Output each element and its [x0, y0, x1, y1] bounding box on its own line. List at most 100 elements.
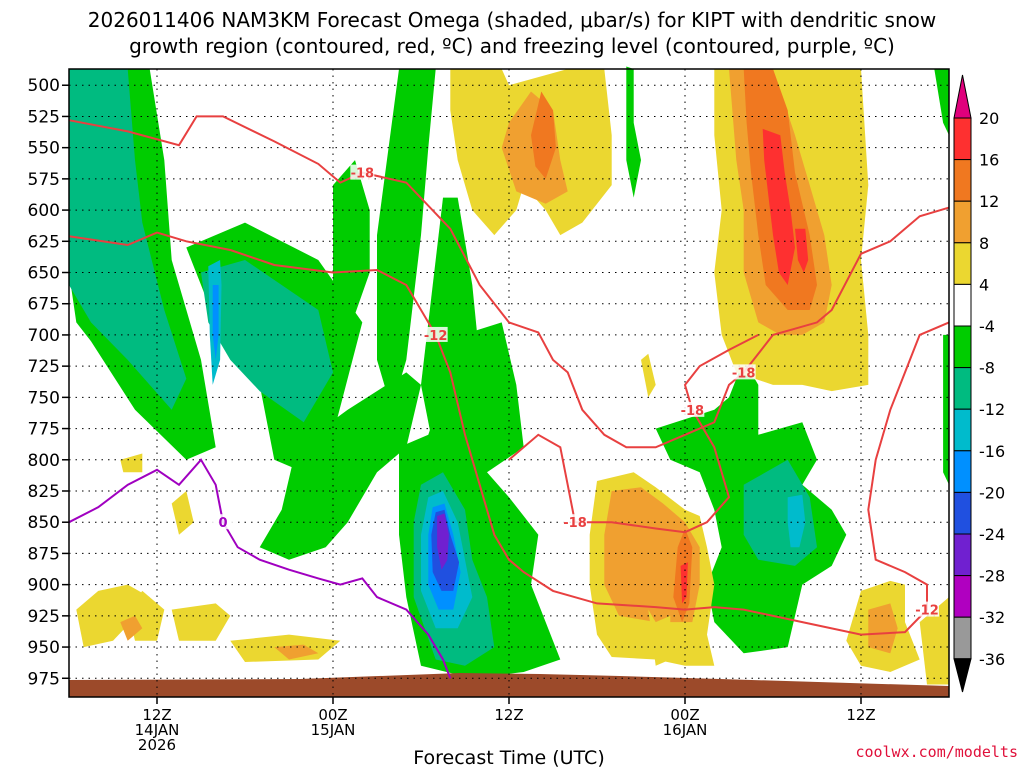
temp-contour-label-1a-bg [423, 326, 448, 342]
y-tick-label-5: 625 [28, 232, 60, 252]
y-tick-label-18: 950 [28, 638, 60, 658]
x-tick-label-0-0: 12Z [142, 706, 171, 724]
y-tick-label-13: 825 [28, 482, 60, 502]
colorbar-swatch-8 [953, 450, 972, 493]
temp-contour-2 [508, 334, 759, 534]
grid-layer [69, 69, 949, 697]
colorbar-label-7: -12 [979, 400, 1005, 419]
omega-shading-layer [69, 66, 949, 685]
colorbar-swatch-2 [953, 200, 972, 244]
colorbar-label-10: -24 [979, 525, 1005, 544]
colorbar-swatch-5 [953, 325, 972, 369]
omega-region-3 [201, 260, 333, 423]
y-tick-label-10: 750 [28, 388, 60, 408]
temp-contour-label-2a: -18 [563, 516, 587, 531]
colorbar-swatch-4 [953, 283, 972, 327]
colorbar-label-0: 20 [979, 109, 999, 128]
y-tick-label-3: 575 [28, 170, 60, 190]
temp-contour-label-2a-bg [563, 514, 587, 530]
omega-region-41 [274, 644, 319, 660]
omega-region-24 [531, 91, 556, 179]
omega-region-5 [212, 285, 219, 360]
colorbar-label-5: -4 [979, 317, 995, 336]
x-tick-label-3-1: 16JAN [663, 721, 708, 739]
temp-contour-label-0a: -18 [351, 167, 375, 182]
colorbar-label-11: -28 [979, 567, 1005, 586]
y-tick-label-8: 700 [28, 326, 60, 346]
omega-region-19 [787, 494, 806, 548]
colorbar-label-8: -16 [979, 442, 1005, 461]
y-tick-label-17: 925 [28, 607, 60, 627]
colorbar-top-arrow [953, 74, 972, 119]
ground-surface [69, 673, 949, 697]
y-tick-label-11: 775 [28, 420, 60, 440]
colorbar-label-13: -36 [979, 650, 1005, 669]
omega-region-43 [120, 453, 143, 473]
temp-contour-label-2b: -18 [681, 404, 705, 419]
colorbar-swatch-11 [953, 575, 972, 618]
omega-region-36 [76, 584, 150, 648]
omega-region-42 [171, 491, 194, 535]
temp-contour-0 [68, 115, 950, 449]
terrain-layer [69, 673, 949, 697]
omega-region-45 [641, 353, 656, 398]
y-tick-label-6: 650 [28, 264, 60, 284]
temp-contour-label-1b: -12 [915, 604, 939, 619]
colorbar-label-6: -8 [979, 359, 995, 378]
omega-region-21 [943, 334, 949, 485]
x-tick-label-0-1: 14JAN [135, 721, 180, 739]
temperature-contours: -18 -18 -12 -12 -18 -18 [68, 115, 950, 636]
x-tick-label-3-0: 00Z [670, 706, 699, 724]
y-tick-label-9: 725 [28, 357, 60, 377]
omega-region-38 [120, 615, 143, 641]
y-axis: 500 525 550 575 600 625 650 675 700 725 750 775 800 8… [28, 76, 69, 689]
y-tick-label-14: 850 [28, 513, 60, 533]
y-tick-label-7: 675 [28, 295, 60, 315]
temp-contour-label-1b-bg [915, 601, 939, 617]
omega-region-15 [437, 513, 449, 570]
y-tick-label-0: 500 [28, 76, 60, 96]
colorbar-swatch-3 [953, 242, 972, 285]
colorbar-swatch-7 [953, 408, 972, 452]
colorbar-swatch-0 [953, 117, 972, 161]
temp-contour-1 [68, 231, 950, 636]
colorbar-swatch-9 [953, 491, 972, 535]
x-tick-label-2-0: 12Z [494, 706, 523, 724]
omega-region-8 [377, 69, 436, 410]
freezing-level-label: 0 [218, 516, 227, 531]
omega-region-20 [934, 69, 949, 136]
x-tick-label-1-0: 00Z [318, 706, 347, 724]
freezing-level-contour: 0 [68, 458, 452, 679]
temp-contour-label-0b: -18 [732, 366, 756, 381]
colorbar-bottom-arrow [953, 658, 972, 693]
colorbar-swatch-12 [953, 616, 972, 660]
omega-region-1 [69, 69, 187, 410]
colorbar-label-9: -20 [979, 483, 1005, 502]
temp-contour-label-1a: -12 [424, 329, 448, 344]
colorbar-label-1: 16 [979, 151, 999, 170]
colorbar-label-12: -32 [979, 608, 1005, 627]
omega-region-7 [333, 160, 370, 335]
omega-region-16 [626, 66, 641, 198]
omega-region-33 [680, 562, 688, 604]
colorbar-swatch-1 [953, 159, 972, 202]
chart-title-line-2: growth region (contoured, red, ºC) and f… [129, 34, 895, 58]
y-tick-label-15: 875 [28, 544, 60, 564]
omega-region-29 [795, 228, 809, 273]
y-tick-label-2: 550 [28, 139, 60, 159]
chart-title-line-1: 2026011406 NAM3KM Forecast Omega (shaded… [88, 8, 936, 32]
y-tick-label-12: 800 [28, 451, 60, 471]
colorbar-label-4: 4 [979, 275, 989, 294]
x-axis-title: Forecast Time (UTC) [413, 747, 604, 768]
temp-contour-label-0b-bg [731, 364, 756, 380]
colorbar-label-2: 12 [979, 192, 999, 211]
x-tick-label-4-0: 12Z [846, 706, 875, 724]
y-tick-label-1: 525 [28, 107, 60, 127]
omega-region-39 [171, 603, 231, 641]
omega-region-44 [648, 609, 671, 666]
temp-contour-label-2b-bg [680, 401, 705, 417]
y-tick-label-4: 600 [28, 201, 60, 221]
freezing-level-label-bg [211, 514, 235, 530]
